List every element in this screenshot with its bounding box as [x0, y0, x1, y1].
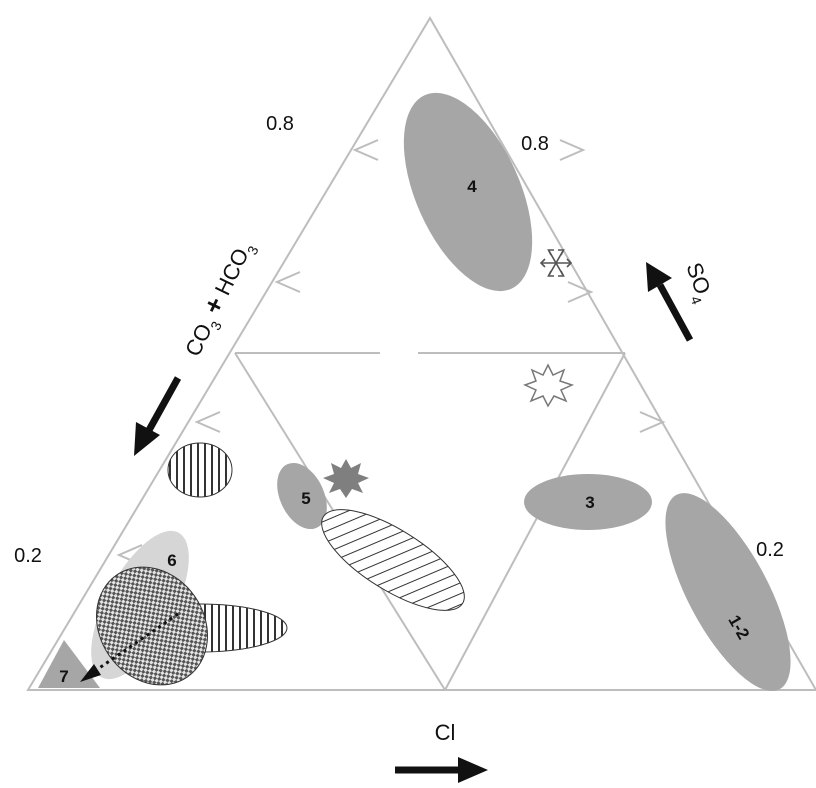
tick-left-0-2: 0.2: [14, 545, 42, 567]
axis-label-left: CO3+HCO3: [176, 235, 261, 362]
zone-7: [38, 640, 100, 688]
star-outline-icon: [523, 363, 575, 408]
tick-right-0-8: 0.8: [521, 133, 549, 155]
arrow-left-axis: [134, 376, 182, 456]
tick-left-0-8: 0.8: [266, 113, 294, 135]
zone-3: [524, 474, 652, 530]
zone-diagonal-striped: [321, 509, 465, 611]
zone-1-2: [665, 493, 791, 691]
zone-label-6: 6: [167, 551, 176, 570]
zone-5: [277, 462, 327, 530]
axis-label-right: SO4: [677, 259, 719, 307]
arrow-bottom-axis: [395, 757, 488, 783]
zone-label-3: 3: [585, 493, 594, 512]
axis-label-bottom: Cl: [435, 720, 456, 745]
zone-label-4: 4: [467, 177, 477, 196]
zone-vertical-striped-small: [167, 442, 233, 498]
star-filled-icon: [323, 459, 369, 498]
tick-right-0-2: 0.2: [756, 539, 784, 561]
dotted-trend-arrow: [80, 612, 179, 682]
zone-label-7: 7: [59, 667, 68, 686]
arrow-right-axis: [646, 262, 694, 342]
zone-4: [403, 92, 533, 292]
zone-label-5: 5: [301, 489, 310, 508]
snowflake-icon: [539, 249, 573, 277]
zone-checkered: [96, 566, 208, 686]
